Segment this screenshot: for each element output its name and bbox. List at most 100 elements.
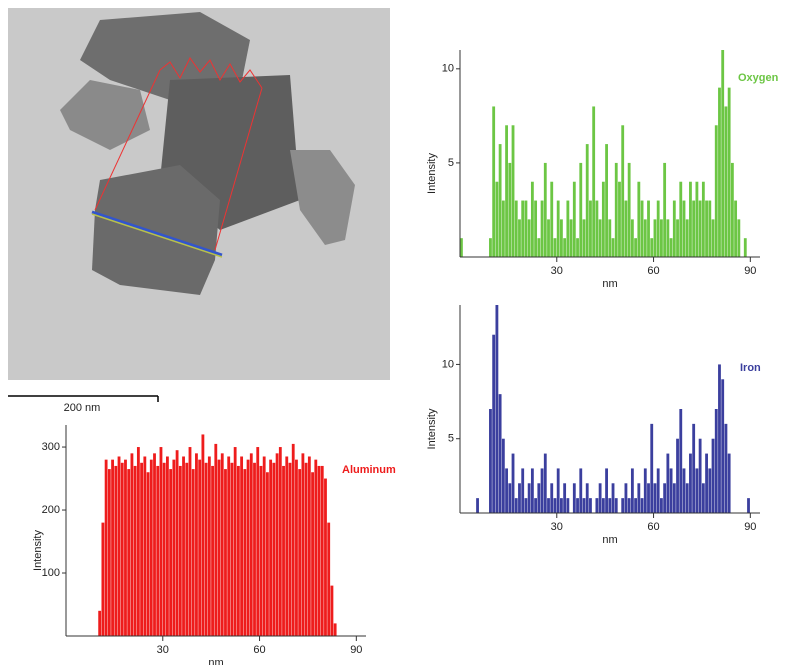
bar [198,459,202,636]
bar [695,468,699,513]
bar [201,434,205,636]
bar [730,162,734,257]
bar [743,238,747,257]
bar [527,483,531,513]
bar [214,443,218,636]
bar [233,447,237,636]
y-axis-label: Intensity [426,153,438,194]
bar [747,498,750,513]
bar [669,238,673,257]
bar [220,453,224,636]
bar [685,219,689,257]
y-tick-label: 100 [42,567,60,579]
bar [195,453,198,636]
bar [630,468,634,513]
x-tick-label: 90 [744,521,756,533]
bar [320,465,324,636]
scan-line [91,213,223,258]
x-tick-label: 30 [157,644,169,656]
bar [240,456,244,636]
bar [505,125,508,257]
bar [275,453,279,636]
bar [714,409,718,513]
bar [143,456,147,636]
bar [721,379,725,513]
x-tick-label: 30 [551,521,563,533]
bar [705,200,708,257]
bar [166,456,169,636]
bar [579,162,583,257]
bar [601,498,605,513]
x-axis-label: nm [602,278,617,290]
bar [647,200,650,257]
bar [614,498,618,513]
bar [663,162,667,257]
series-name: Oxygen [738,72,779,84]
bar [695,181,699,257]
bar [718,364,721,513]
bar [721,50,725,257]
bar [660,219,663,257]
bar [149,459,153,636]
bar [705,453,708,513]
bar [124,459,127,636]
bar [624,200,628,257]
bar [104,459,108,636]
bar [508,162,512,257]
bar [576,238,579,257]
bar [711,438,715,513]
particle [60,80,150,150]
bar [101,522,105,636]
bar [521,468,525,513]
bar [314,459,318,636]
bar [685,483,689,513]
bar [211,465,214,636]
bar [579,468,583,513]
bar [627,498,631,513]
bar [498,144,502,257]
bar [304,462,308,636]
x-axis-label: nm [602,534,617,546]
scale-bar-label: 200 nm [64,402,101,414]
bar [227,456,231,636]
bar [182,456,185,636]
bar [117,456,121,636]
bar [133,465,137,636]
bar [295,459,298,636]
bar [595,200,599,257]
bar [627,162,631,257]
bar [278,447,282,636]
bar [178,465,182,636]
bar [514,200,518,257]
bar [524,200,528,257]
bar [120,462,124,636]
bar [676,438,679,513]
bar [566,200,570,257]
bar [249,453,253,636]
bar [605,468,608,513]
bar [653,483,657,513]
bar [611,483,615,513]
bar [566,498,570,513]
bar [269,459,273,636]
bar [724,106,728,257]
bar [630,219,634,257]
bar [672,200,676,257]
bar [672,483,676,513]
profile-marker [94,69,161,211]
bar [666,453,670,513]
bar [582,498,586,513]
bar [563,238,567,257]
bar [598,219,602,257]
bar [621,125,625,257]
bar [301,453,305,636]
bar [692,200,696,257]
bar [640,200,644,257]
bar [656,468,660,513]
bar [621,498,625,513]
bar [111,459,114,636]
bar [217,459,221,636]
bar [592,106,596,257]
bar [585,144,589,257]
